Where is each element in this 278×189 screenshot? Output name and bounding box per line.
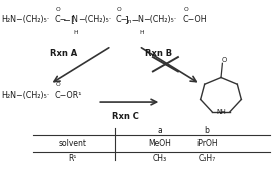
Text: −(CH₂)₅·: −(CH₂)₅· [78,15,111,24]
Text: b: b [205,126,210,135]
Text: C−OH: C−OH [182,15,207,24]
Text: C−: C− [115,15,128,24]
Text: N: N [72,15,78,24]
Text: Rxn A: Rxn A [50,49,78,58]
Text: CH₃: CH₃ [153,154,167,163]
Text: Rxn B: Rxn B [145,49,172,58]
Text: −[: −[ [63,15,75,24]
Text: H₂N−(CH₂)₅·: H₂N−(CH₂)₅· [1,91,50,100]
Text: O: O [56,82,60,87]
Text: O: O [117,7,121,12]
Text: R¹: R¹ [68,154,76,163]
Text: H: H [139,30,143,35]
Text: a: a [157,126,162,135]
Text: solvent: solvent [58,139,86,148]
Text: NH: NH [217,109,227,115]
Text: ]ₙ−: ]ₙ− [124,15,139,24]
Text: iPrOH: iPrOH [196,139,218,148]
Text: N: N [138,15,143,24]
Text: MeOH: MeOH [148,139,171,148]
Text: C−OR¹: C−OR¹ [54,91,82,100]
Text: Rxn C: Rxn C [112,112,138,121]
Text: −(CH₂)₅·: −(CH₂)₅· [143,15,177,24]
Text: H₂N−(CH₂)₅·: H₂N−(CH₂)₅· [1,15,50,24]
Text: O: O [56,7,60,12]
Text: C₃H₇: C₃H₇ [198,154,216,163]
Text: O: O [221,57,226,63]
Text: O: O [183,7,188,12]
Text: C−: C− [54,15,67,24]
Text: H: H [73,30,78,35]
